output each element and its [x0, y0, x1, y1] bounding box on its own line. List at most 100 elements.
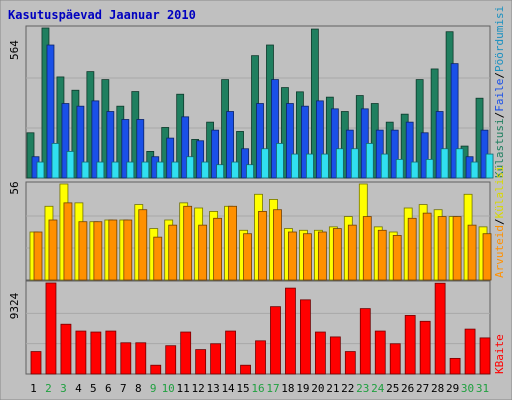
- legend-mid-item-0: Arvuteid: [493, 225, 506, 278]
- x-tick-label-20: 20: [311, 382, 324, 395]
- kbytes-bar-kbaite-27: [419, 320, 431, 375]
- visits-bar-prdumisi-25: [395, 158, 404, 179]
- hosts-ymax-label: 56: [8, 181, 21, 194]
- kbytes-panel: [25, 280, 491, 375]
- x-tick-label-31: 31: [476, 382, 489, 395]
- visits-bar-prdumisi-18: [291, 153, 299, 179]
- hosts-bar-arvuteid-24: [377, 229, 387, 281]
- kbytes-bar-kbaite-21: [329, 336, 341, 375]
- visits-bar-prdumisi-15: [246, 164, 254, 179]
- visits-panel: [25, 25, 494, 179]
- x-tick-label-17: 17: [266, 382, 279, 395]
- visits-bar-prdumisi-4: [81, 161, 90, 179]
- visits-bar-prdumisi-1: [36, 161, 45, 179]
- hosts-bar-arvuteid-30: [467, 224, 477, 281]
- hosts-panel: [25, 181, 492, 281]
- hosts-bar-arvuteid-6: [108, 219, 118, 281]
- visits-bar-prdumisi-9: [156, 161, 165, 179]
- visits-bar-prdumisi-16: [261, 148, 269, 179]
- kbytes-ymax-label: 9324: [8, 292, 21, 319]
- visits-bar-prdumisi-17: [276, 143, 284, 179]
- visits-bar-prdumisi-3: [66, 151, 75, 179]
- visits-bar-prdumisi-6: [111, 161, 120, 179]
- visits-bar-faile-16: [256, 103, 264, 179]
- visits-bar-prdumisi-19: [306, 153, 314, 179]
- kbytes-bar-kbaite-31: [479, 337, 491, 375]
- legend-top-item-2: Faile: [493, 79, 506, 112]
- x-tick-label-5: 5: [90, 382, 97, 395]
- visits-bar-faile-28: [435, 111, 444, 179]
- kbytes-bar-kbaite-7: [120, 342, 132, 375]
- hosts-bar-arvuteid-25: [392, 235, 402, 281]
- x-axis-labels: 1 2 3 4 5 6 7 8 9 10 11 12 13 14 15 16 17 18 19 20 21 22 23 24 2…: [30, 382, 489, 395]
- kbytes-bar-kbaite-10: [165, 345, 177, 375]
- visits-bar-prdumisi-20: [320, 153, 329, 179]
- x-tick-label-23: 23: [356, 382, 369, 395]
- visits-bar-prdumisi-23: [365, 143, 374, 179]
- visits-bar-faile-5: [91, 100, 100, 179]
- x-tick-label-29: 29: [446, 382, 459, 395]
- visits-bar-faile-17: [271, 79, 279, 179]
- visits-bar-faile-2: [46, 44, 55, 179]
- hosts-bar-arvuteid-29: [452, 216, 462, 281]
- visits-bar-faile-7: [121, 119, 130, 179]
- legend-top-text: Külastusi/Faile/Pöördumisi: [493, 6, 506, 178]
- hosts-bar-arvuteid-11: [183, 205, 193, 281]
- x-tick-label-2: 2: [45, 382, 52, 395]
- legend-mid-item-2: Külalisi: [493, 165, 506, 218]
- hosts-bar-arvuteid-3: [63, 202, 73, 281]
- visits-bar-faile-19: [301, 105, 309, 179]
- hosts-bar-arvuteid-20: [317, 231, 327, 281]
- hosts-bar-arvuteid-14: [228, 205, 237, 281]
- legend-top-item-3: /: [493, 72, 506, 79]
- chart-title: Kasutuspäevad Jaanuar 2010: [8, 8, 196, 22]
- x-tick-label-30: 30: [461, 382, 474, 395]
- visits-bar-faile-18: [286, 103, 294, 179]
- legend-top-item-1: /: [493, 112, 506, 119]
- hosts-bar-arvuteid-10: [168, 224, 178, 281]
- kbytes-legend: KBaite: [493, 334, 506, 374]
- kbytes-bar-kbaite-1: [30, 351, 42, 375]
- visits-bar-faile-29: [450, 63, 459, 179]
- hosts-bar-arvuteid-15: [243, 233, 252, 281]
- kbytes-bar-kbaite-18: [285, 287, 296, 375]
- x-tick-label-12: 12: [192, 382, 205, 395]
- hosts-bar-arvuteid-4: [78, 221, 88, 281]
- x-tick-label-14: 14: [221, 382, 235, 395]
- kbytes-bar-kbaite-2: [45, 282, 57, 375]
- visits-bar-faile-11: [181, 116, 190, 179]
- x-tick-label-19: 19: [296, 382, 309, 395]
- hosts-bar-arvuteid-16: [258, 211, 267, 281]
- visits-bar-faile-25: [390, 129, 399, 179]
- visits-bar-faile-8: [136, 119, 145, 179]
- x-tick-label-16: 16: [251, 382, 264, 395]
- kbytes-bar-kbaite-16: [255, 340, 266, 375]
- x-tick-label-22: 22: [341, 382, 354, 395]
- hosts-bar-arvuteid-9: [153, 236, 163, 281]
- visits-bar-faile-3: [61, 103, 70, 179]
- kbytes-bar-kbaite-22: [344, 351, 356, 375]
- x-tick-label-18: 18: [281, 382, 294, 395]
- x-tick-label-3: 3: [60, 382, 67, 395]
- kbytes-bar-kbaite-29: [449, 357, 461, 375]
- x-tick-label-13: 13: [206, 382, 219, 395]
- visits-bar-prdumisi-22: [350, 148, 359, 179]
- visits-bar-prdumisi-8: [141, 161, 150, 179]
- x-tick-label-9: 9: [150, 382, 157, 395]
- visits-bar-prdumisi-11: [186, 156, 195, 179]
- visits-bar-prdumisi-21: [335, 148, 344, 179]
- visits-bar-prdumisi-26: [410, 161, 419, 179]
- hosts-legend: Arvuteid/Külalisi: [493, 165, 506, 278]
- x-tick-label-4: 4: [75, 382, 82, 395]
- hosts-bar-arvuteid-26: [407, 217, 417, 281]
- kbytes-bar-kbaite-13: [210, 343, 222, 375]
- visits-bar-faile-10: [166, 137, 175, 179]
- hosts-bar-arvuteid-19: [303, 233, 312, 281]
- visits-bar-faile-27: [420, 132, 429, 179]
- kbytes-bar-kbaite-24: [374, 330, 386, 375]
- x-tick-label-6: 6: [105, 382, 112, 395]
- hosts-bar-arvuteid-17: [273, 209, 282, 281]
- kbytes-bar-kbaite-11: [180, 331, 192, 375]
- legend-mid-item-1: /: [493, 218, 506, 225]
